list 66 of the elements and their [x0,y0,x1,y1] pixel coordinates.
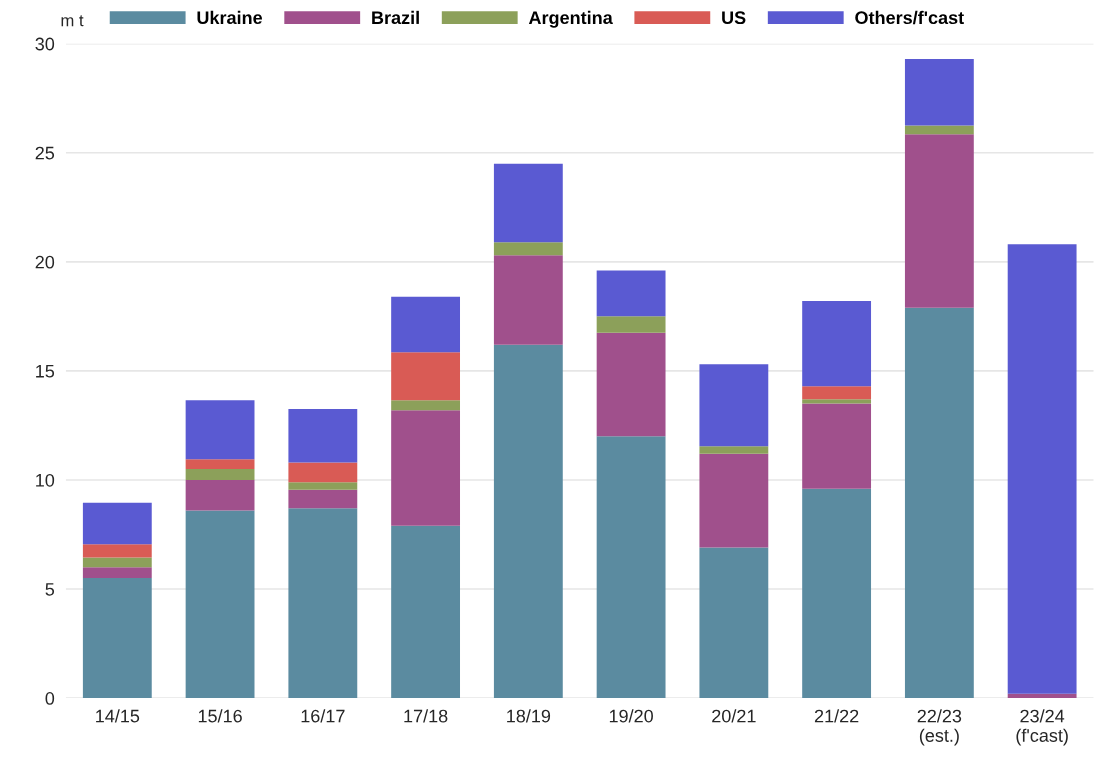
bar [1007,693,1077,699]
legend-label: Ukraine [197,10,263,25]
bar [904,134,974,308]
bar [288,489,358,509]
bar [185,469,255,480]
bar [82,544,152,558]
bar [699,446,769,454]
bar [391,525,461,699]
bar [391,400,461,411]
x-tick-label: 21/22 [814,709,859,723]
bar [391,296,461,353]
x-tick-label: 15/16 [198,709,242,723]
bar [82,567,152,579]
y-tick-label: 20 [35,255,55,269]
bar [699,364,769,447]
bar [802,301,872,387]
bar [493,344,563,699]
legend-label: Argentina [528,10,613,28]
bar [391,410,461,526]
bar [82,578,152,699]
bar [699,453,769,548]
legend-label: US [722,11,746,25]
bar [802,386,872,400]
bar [802,399,872,404]
x-tick-label: 22/23 (est.) [917,709,962,746]
bar [185,479,255,511]
x-tick-label: 17/18 [404,709,448,723]
x-tick-label: 16/17 [301,709,345,723]
bar [493,242,563,256]
bar [82,557,152,568]
y-tick-label: 15 [36,365,55,378]
bar [596,270,666,317]
y-tick-label: 25 [35,146,55,160]
bar [904,125,974,135]
bar [288,482,358,490]
bar [802,488,872,699]
bar [288,409,358,463]
x-tick-label: 20/21 [712,709,756,723]
y-tick-label: 10 [36,473,55,487]
bar [185,510,255,699]
bar [904,58,974,126]
bar [185,400,255,460]
x-tick-label: 14/15 [96,709,140,723]
bar [493,255,563,345]
legend-label: Others/f'cast [855,10,964,25]
bar [699,547,769,699]
bar [391,352,461,401]
bar [82,502,152,545]
bar [596,436,666,699]
y-tick-label: 30 [35,37,55,51]
y-tick-label: 0 [45,692,55,705]
legend-label: Brazil [372,10,419,25]
bar [288,462,358,483]
x-tick-label: 18/19 [507,709,551,723]
bar [596,332,666,437]
bar [596,316,666,333]
bar [904,307,974,699]
x-tick-label: 19/20 [609,709,653,723]
bar [802,403,872,489]
bar [1007,244,1077,694]
x-tick-label: 23/24 (f'cast) [1016,709,1068,746]
y-tick-label: 5 [45,583,55,596]
bar [185,459,255,470]
y-axis-title: m t [61,15,84,27]
bar [288,508,358,699]
bar [493,163,563,243]
